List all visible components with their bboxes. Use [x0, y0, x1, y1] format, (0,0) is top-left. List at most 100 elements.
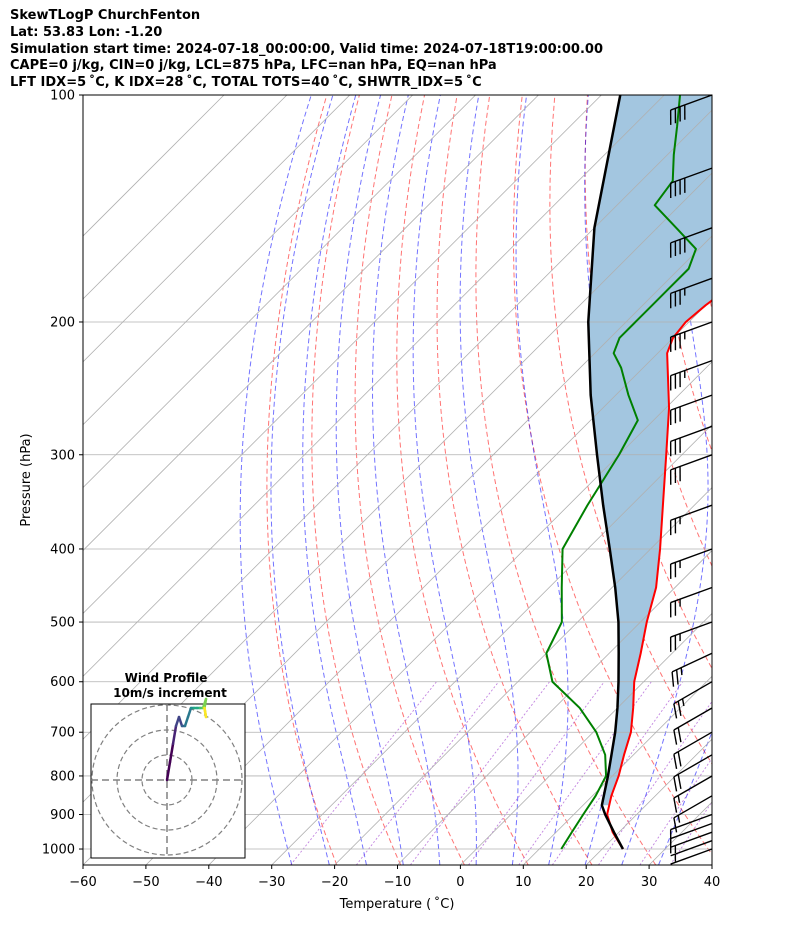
- mixing-ratio-line: [669, 801, 712, 865]
- hodograph-trace: [203, 706, 208, 719]
- y-tick-label: 400: [50, 542, 75, 557]
- wind-barb: [669, 167, 713, 199]
- wind-barb: [669, 277, 713, 309]
- y-tick-label: 700: [50, 726, 75, 741]
- wind-barb: [669, 504, 713, 536]
- moist-adiabat: [459, 95, 519, 865]
- isotherm-line: [145, 298, 712, 865]
- wind-barb: [670, 831, 713, 853]
- dry-adiabat: [436, 95, 593, 865]
- wind-barb: [669, 621, 713, 652]
- x-tick-label: −20: [321, 875, 348, 890]
- x-tick-label: 0: [456, 875, 464, 890]
- wind-barb: [669, 359, 713, 391]
- isotherm-line: [83, 109, 712, 740]
- y-tick-label: 100: [50, 89, 75, 104]
- wind-barb: [669, 425, 713, 457]
- hodograph-trace: [186, 706, 193, 719]
- x-tick-label: −60: [69, 875, 96, 890]
- moist-adiabat: [658, 730, 712, 865]
- mixing-ratio-line: [598, 700, 712, 865]
- location-line: Lat: 53.83 Lon: -1.20: [10, 24, 163, 40]
- wind-barb: [673, 754, 713, 792]
- x-tick-label: −30: [258, 875, 285, 890]
- y-tick-label: 900: [50, 808, 75, 823]
- wind-barb: [673, 775, 713, 813]
- moist-adiabat: [372, 95, 441, 865]
- dry-adiabat: [718, 95, 794, 865]
- moist-adiabat: [515, 95, 569, 865]
- dry-adiabat: [311, 95, 402, 865]
- x-tick-label: −10: [384, 875, 411, 890]
- isotherm-line: [83, 95, 413, 426]
- moist-adiabat: [335, 95, 404, 865]
- isotherm-line: [271, 424, 712, 865]
- hodograph-subtitle: 10m/s increment: [113, 686, 227, 700]
- chart-header: SkewTLogP ChurchFenton Lat: 53.83 Lon: -…: [10, 8, 603, 92]
- isotherm-line: [83, 95, 665, 677]
- wind-barb: [669, 454, 713, 485]
- dry-adiabat: [512, 95, 712, 856]
- moist-adiabat: [270, 95, 334, 865]
- time-line: Simulation start time: 2024-07-18_00:00:…: [10, 41, 603, 57]
- moist-adiabat: [302, 95, 367, 865]
- wind-barb: [669, 321, 713, 352]
- parcel-line: [587, 95, 625, 850]
- x-tick-label: −40: [195, 875, 222, 890]
- y-tick-label: 800: [50, 769, 75, 784]
- x-axis-label: Temperature ( ˚C): [339, 896, 455, 912]
- wind-barb: [669, 394, 713, 426]
- wind-barb: [670, 840, 713, 862]
- wind-barb: [669, 813, 713, 845]
- dry-adiabat: [750, 95, 794, 865]
- isotherm-line: [83, 95, 539, 552]
- isotherm-line: [83, 95, 602, 614]
- y-tick-label: 600: [50, 675, 75, 690]
- isotherm-line: [523, 675, 712, 865]
- x-tick-label: 20: [578, 875, 595, 890]
- hodograph-trace: [171, 724, 178, 746]
- isotherm-line: [83, 95, 225, 237]
- mixing-ratio-line: [290, 681, 437, 865]
- mixing-ratio-line: [518, 681, 652, 865]
- wind-barb: [673, 731, 713, 769]
- dry-adiabat: [354, 95, 465, 865]
- isotherm-line: [775, 95, 794, 865]
- chart-title: SkewTLogP ChurchFenton: [10, 8, 201, 23]
- wind-barb: [673, 681, 713, 719]
- x-tick-label: 40: [704, 875, 721, 890]
- cape-line: CAPE=0 j/kg, CIN=0 j/kg, LCL=875 hPa, LF…: [10, 58, 497, 74]
- hodograph-trace: [183, 715, 190, 728]
- y-tick-label: 300: [50, 448, 75, 463]
- mixing-ratio-line: [639, 757, 712, 865]
- isotherm-line: [397, 549, 712, 865]
- temperature-line: [606, 299, 712, 850]
- isotherm-line: [460, 612, 712, 865]
- wind-barb: [673, 707, 713, 745]
- isotherm-line: [208, 361, 712, 865]
- dewpoint-line: [545, 95, 697, 850]
- wind-barb: [673, 795, 713, 833]
- moist-adiabat: [412, 95, 477, 865]
- x-tick-label: 10: [515, 875, 532, 890]
- isotherm-line: [334, 487, 712, 865]
- wind-barb: [669, 227, 713, 258]
- wind-barb: [669, 94, 713, 125]
- isotherm-line: [83, 95, 351, 363]
- isotherm-line: [83, 95, 288, 300]
- hodograph-trace: [168, 742, 175, 764]
- y-tick-label: 500: [50, 616, 75, 631]
- hodograph-frame: [90, 703, 246, 859]
- index-line: LFT IDX=5 ˚C, K IDX=28 ˚C, TOTAL TOTS=40…: [10, 75, 482, 91]
- mixing-ratio-line: [410, 681, 550, 865]
- dry-adiabat: [396, 95, 529, 865]
- dry-adiabat: [266, 95, 338, 865]
- wind-barb: [671, 652, 713, 687]
- moist-adiabat: [239, 95, 312, 865]
- hodograph-trace: [165, 760, 172, 782]
- y-axis-label: Pressure (hPa): [19, 433, 34, 526]
- shaded-region: [588, 95, 712, 806]
- isotherm-line: [83, 95, 476, 489]
